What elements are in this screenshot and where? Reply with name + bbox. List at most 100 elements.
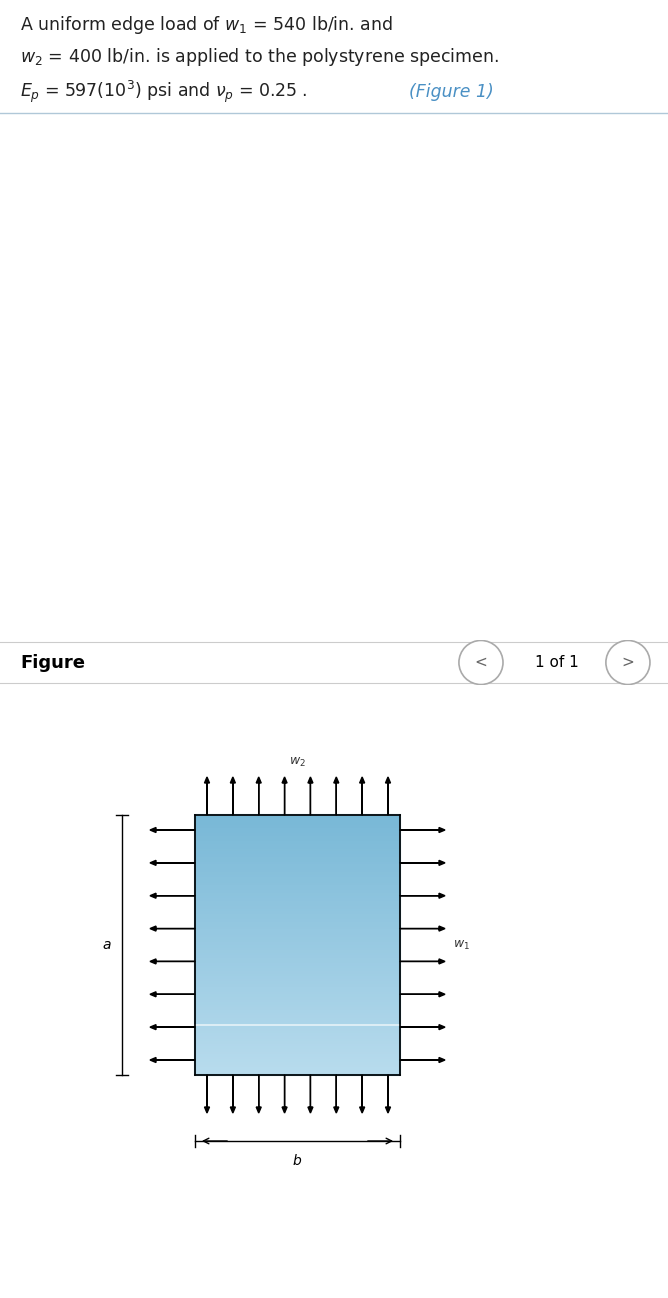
Bar xyxy=(195,940,400,942)
Bar xyxy=(195,815,400,818)
Bar xyxy=(195,890,400,893)
FancyArrow shape xyxy=(204,1075,210,1112)
FancyArrow shape xyxy=(308,1075,313,1112)
FancyArrow shape xyxy=(150,828,195,832)
Bar xyxy=(195,862,400,864)
FancyArrow shape xyxy=(230,1075,235,1112)
Bar xyxy=(195,1070,400,1072)
Bar xyxy=(195,823,400,826)
FancyArrow shape xyxy=(150,861,195,866)
Ellipse shape xyxy=(459,640,503,684)
Bar xyxy=(195,935,400,937)
Bar xyxy=(195,922,400,924)
Ellipse shape xyxy=(606,640,650,684)
Bar xyxy=(195,859,400,862)
Bar xyxy=(195,945,400,948)
Bar xyxy=(195,1046,400,1049)
FancyArrow shape xyxy=(150,1024,195,1029)
Bar xyxy=(195,966,400,968)
Bar xyxy=(195,901,400,903)
Bar xyxy=(195,872,400,875)
FancyArrow shape xyxy=(400,893,445,898)
FancyArrow shape xyxy=(150,1058,195,1063)
Bar xyxy=(195,1064,400,1067)
Bar xyxy=(195,989,400,992)
Bar xyxy=(195,932,400,935)
Bar xyxy=(195,1002,400,1005)
Bar xyxy=(195,1062,400,1064)
Bar xyxy=(195,924,400,927)
Bar xyxy=(195,833,400,836)
Bar xyxy=(195,1007,400,1010)
FancyArrow shape xyxy=(400,925,445,931)
Bar xyxy=(195,896,400,898)
Bar xyxy=(195,1023,400,1025)
Bar xyxy=(195,1067,400,1070)
Bar xyxy=(195,854,400,857)
Bar xyxy=(195,818,400,820)
Bar xyxy=(195,968,400,971)
FancyArrow shape xyxy=(334,1075,339,1112)
Bar xyxy=(195,1015,400,1018)
Bar xyxy=(195,916,400,919)
Bar xyxy=(195,839,400,841)
Bar xyxy=(195,1041,400,1044)
Bar xyxy=(195,841,400,844)
Bar xyxy=(195,999,400,1002)
Bar xyxy=(195,877,400,880)
Bar xyxy=(195,1036,400,1038)
Bar xyxy=(195,826,400,828)
Bar xyxy=(195,919,400,922)
Bar xyxy=(195,888,400,890)
FancyArrow shape xyxy=(359,778,365,815)
Bar xyxy=(195,1020,400,1023)
Bar xyxy=(195,948,400,950)
Bar xyxy=(195,1005,400,1007)
Bar xyxy=(195,963,400,966)
Bar xyxy=(195,831,400,833)
Bar xyxy=(195,880,400,883)
Bar xyxy=(195,1033,400,1036)
FancyArrow shape xyxy=(150,992,195,997)
Bar xyxy=(195,984,400,986)
Bar xyxy=(195,961,400,963)
FancyArrow shape xyxy=(150,959,195,964)
FancyArrow shape xyxy=(400,959,445,964)
Bar xyxy=(195,815,400,1075)
Bar xyxy=(195,1012,400,1015)
Bar xyxy=(195,1054,400,1057)
Bar xyxy=(195,903,400,906)
Bar xyxy=(195,1028,400,1031)
FancyArrow shape xyxy=(257,1075,261,1112)
FancyArrow shape xyxy=(385,1075,391,1112)
Bar xyxy=(195,883,400,885)
Text: $b$: $b$ xyxy=(293,1153,303,1168)
Text: >: > xyxy=(621,655,635,670)
Bar xyxy=(195,1031,400,1033)
Bar xyxy=(195,867,400,870)
Text: $a$: $a$ xyxy=(102,938,112,951)
Bar xyxy=(195,981,400,984)
Bar xyxy=(195,870,400,872)
Bar xyxy=(195,875,400,877)
Bar xyxy=(195,927,400,929)
Bar xyxy=(195,893,400,896)
Bar xyxy=(195,844,400,846)
Bar xyxy=(195,942,400,945)
Text: $E_p$ = 597(10$^3$) psi and $\nu_p$ = 0.25 .: $E_p$ = 597(10$^3$) psi and $\nu_p$ = 0.… xyxy=(20,79,309,105)
Bar xyxy=(195,1010,400,1012)
Bar xyxy=(195,979,400,981)
Bar xyxy=(195,997,400,999)
Text: A uniform edge load of $w_1$ = 540 lb/in. and: A uniform edge load of $w_1$ = 540 lb/in… xyxy=(20,14,393,36)
FancyArrow shape xyxy=(150,925,195,931)
Bar xyxy=(195,914,400,916)
FancyArrow shape xyxy=(400,861,445,866)
Bar xyxy=(195,836,400,839)
FancyArrow shape xyxy=(334,778,339,815)
Bar xyxy=(195,911,400,914)
Text: $w_2$: $w_2$ xyxy=(289,755,306,768)
FancyArrow shape xyxy=(400,1058,445,1063)
Bar xyxy=(195,986,400,989)
Bar xyxy=(195,976,400,979)
Bar xyxy=(195,851,400,854)
